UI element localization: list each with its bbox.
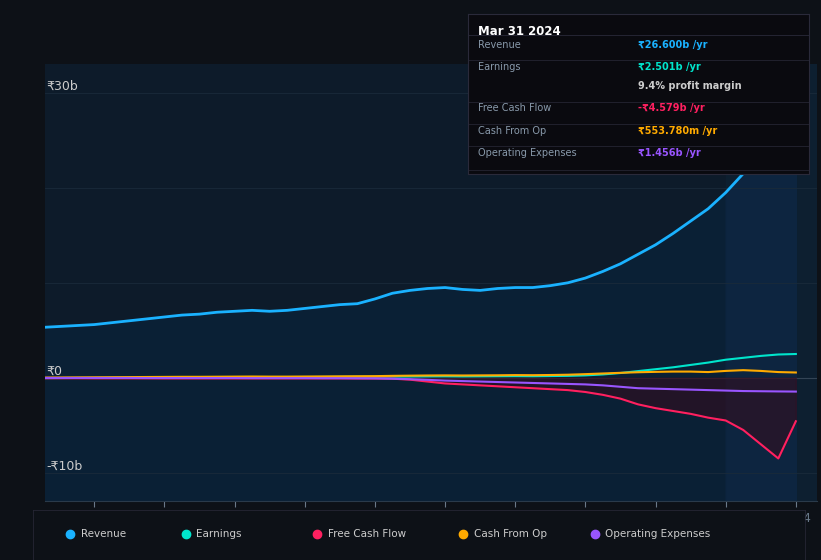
Text: Earnings: Earnings (196, 529, 242, 539)
Text: Revenue: Revenue (478, 40, 521, 49)
Text: Operating Expenses: Operating Expenses (478, 148, 577, 158)
Text: ₹0: ₹0 (47, 365, 62, 378)
Text: Mar 31 2024: Mar 31 2024 (478, 25, 561, 38)
Text: Operating Expenses: Operating Expenses (605, 529, 711, 539)
Text: Earnings: Earnings (478, 62, 521, 72)
Text: ₹2.501b /yr: ₹2.501b /yr (639, 62, 701, 72)
Text: -₹4.579b /yr: -₹4.579b /yr (639, 104, 705, 113)
Text: Revenue: Revenue (80, 529, 126, 539)
Text: Cash From Op: Cash From Op (475, 529, 548, 539)
Text: -₹10b: -₹10b (47, 460, 83, 473)
Text: Free Cash Flow: Free Cash Flow (328, 529, 406, 539)
Text: ₹30b: ₹30b (47, 80, 79, 93)
Text: ₹26.600b /yr: ₹26.600b /yr (639, 40, 708, 49)
Bar (726, 64, 821, 501)
Text: ₹553.780m /yr: ₹553.780m /yr (639, 126, 718, 136)
Text: Cash From Op: Cash From Op (478, 126, 547, 136)
Text: Free Cash Flow: Free Cash Flow (478, 104, 552, 113)
Text: ₹1.456b /yr: ₹1.456b /yr (639, 148, 701, 158)
Text: 9.4% profit margin: 9.4% profit margin (639, 81, 742, 91)
